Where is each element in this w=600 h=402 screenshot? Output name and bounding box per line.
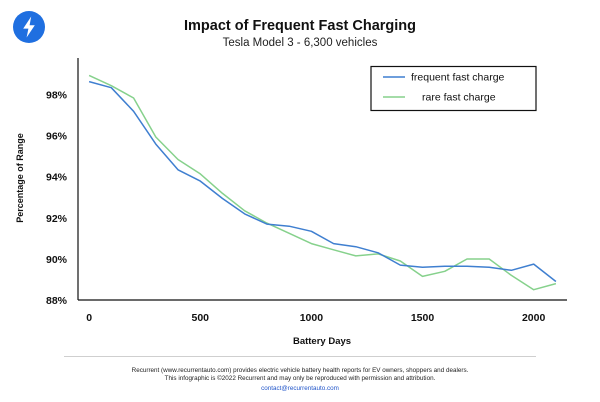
x-tick-labels: 0 500 1000 1500 2000	[86, 312, 545, 324]
x-axis-label: Battery Days	[293, 336, 351, 347]
footer-contact-link[interactable]: contact@recurrentauto.com	[261, 384, 339, 392]
y-axis-label: Percentage of Range	[15, 133, 25, 223]
y-tick-label: 96%	[46, 131, 68, 143]
y-tick-label: 94%	[46, 172, 68, 184]
x-tick-label: 1500	[411, 312, 435, 324]
legend: frequent fast charge rare fast charge	[370, 65, 537, 112]
y-tick-label: 88%	[46, 295, 68, 307]
series-lines	[88, 74, 557, 291]
legend-label-rare: rare fast charge	[422, 92, 496, 104]
series-line-rare-fast-charge	[88, 74, 557, 291]
chart-subtitle: Tesla Model 3 - 6,300 vehicles	[222, 37, 378, 49]
footer-copyright: This infographic is ©2022 Recurrent and …	[164, 375, 436, 382]
lightning-bolt-icon	[23, 16, 35, 38]
footer-description: Recurrent (www.recurrentauto.com) provid…	[131, 367, 469, 374]
x-tick-label: 2000	[522, 312, 546, 324]
chart-title: Impact of Frequent Fast Charging	[183, 18, 416, 34]
x-tick-label: 0	[86, 312, 92, 324]
y-tick-labels: 88% 90% 92% 94% 96% 98%	[46, 90, 68, 307]
footer-divider	[64, 356, 536, 357]
x-tick-label: 500	[191, 312, 209, 324]
y-tick-label: 92%	[46, 213, 68, 225]
x-tick-label: 1000	[300, 312, 324, 324]
y-tick-label: 90%	[46, 254, 68, 266]
legend-box	[370, 65, 537, 112]
logo-badge	[13, 11, 45, 43]
legend-label-frequent: frequent fast charge	[411, 72, 505, 84]
series-line-frequent-fast-charge	[88, 80, 557, 283]
y-tick-label: 98%	[46, 90, 68, 102]
